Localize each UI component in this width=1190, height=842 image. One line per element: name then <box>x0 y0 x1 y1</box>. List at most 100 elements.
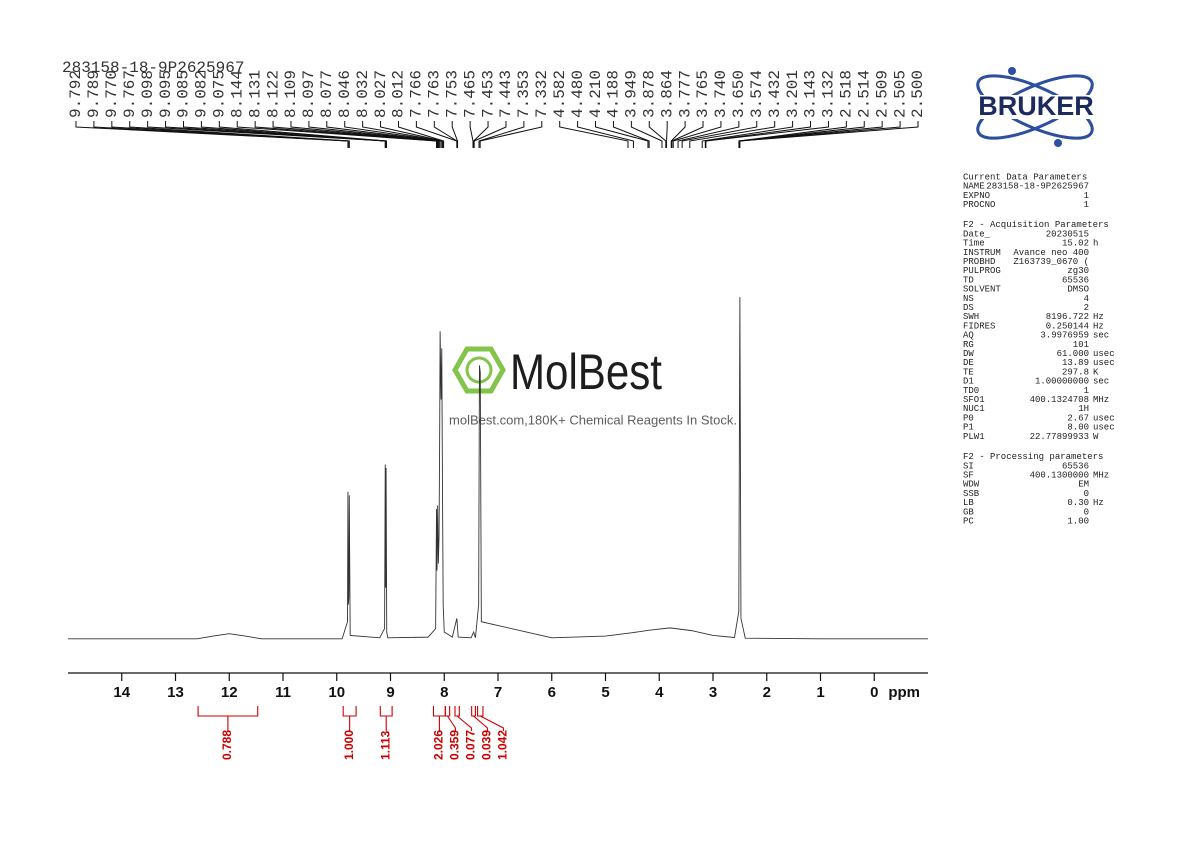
param-key: SF <box>963 470 974 480</box>
integral-bracket <box>444 706 456 731</box>
param-value: 0.250144 <box>1046 321 1089 331</box>
param-key: Date_ <box>963 229 991 239</box>
peak-label: 8.122 <box>264 70 282 118</box>
param-key: SI <box>963 461 974 471</box>
peak-connector <box>612 121 650 148</box>
param-key: GB <box>963 507 974 517</box>
peak-label: 2.505 <box>891 70 909 118</box>
peak-connector <box>677 121 740 148</box>
param-key: NS <box>963 294 974 304</box>
param-key: NUC1 <box>963 404 985 414</box>
peak-label: 8.097 <box>300 70 318 118</box>
param-value: 65536 <box>1062 461 1089 471</box>
x-tick-label: 1 <box>816 684 824 701</box>
peak-label: 8.144 <box>228 70 246 118</box>
peak-connector <box>701 121 794 148</box>
peak-connector <box>479 121 543 148</box>
peak-connector <box>704 121 812 148</box>
param-value: 101 <box>1073 340 1089 350</box>
param-key: NAME <box>963 182 985 192</box>
param-key: DS <box>963 303 974 313</box>
peak-label: 9.082 <box>193 70 211 118</box>
peak-connector <box>671 121 704 148</box>
peak-connector <box>577 121 634 148</box>
peak-connector <box>705 121 829 148</box>
peak-label: 7.763 <box>426 70 444 118</box>
param-section-title: Current Data Parameters <box>963 172 1087 182</box>
param-key: PULPROG <box>963 266 1001 276</box>
peak-label: 3.650 <box>730 70 748 118</box>
param-key: TE <box>963 367 974 377</box>
peak-connector <box>433 121 458 148</box>
peak-label: 3.777 <box>676 70 694 118</box>
x-axis-label: ppm <box>888 684 920 701</box>
param-value: Z163739_0670 ( <box>1013 257 1089 267</box>
param-value: 2.67 <box>1067 413 1089 423</box>
param-unit: sec <box>1093 377 1109 387</box>
watermark: MolBest molBest.com,180K+ Chemical Reage… <box>449 344 737 427</box>
watermark-tagline: molBest.com,180K+ Chemical Reagents In S… <box>449 412 737 427</box>
integral-bracket <box>432 706 446 731</box>
watermark-hexagon <box>452 346 506 394</box>
peak-label: 2.518 <box>838 70 856 118</box>
param-unit: Hz <box>1093 312 1104 322</box>
peak-connector <box>559 121 629 148</box>
bruker-logo: BRUKER <box>958 67 1114 147</box>
integral-bracket <box>197 706 259 731</box>
peak-connector <box>473 121 489 148</box>
peak-label: 8.109 <box>282 70 300 118</box>
peak-label: 7.443 <box>497 70 515 118</box>
peak-connector <box>648 121 667 148</box>
logo-dot <box>1054 139 1062 147</box>
integral-bracket <box>471 706 488 731</box>
param-value: 0 <box>1084 489 1089 499</box>
peak-connector <box>666 121 668 148</box>
param-value: 65536 <box>1062 275 1089 285</box>
param-value: 15.02 <box>1062 239 1089 249</box>
peak-label: 3.765 <box>694 70 712 118</box>
peak-label: 9.098 <box>139 70 157 118</box>
integral-bracket <box>454 706 472 731</box>
peak-label: 8.077 <box>318 70 336 118</box>
param-unit: Hz <box>1093 321 1104 331</box>
param-unit: h <box>1093 239 1098 249</box>
peak-connector <box>670 121 686 148</box>
peak-label: 2.500 <box>909 70 927 118</box>
param-key: WDW <box>963 480 980 490</box>
peak-label: 3.432 <box>766 70 784 118</box>
peak-label: 2.509 <box>873 70 891 118</box>
watermark-brand: MolBest <box>510 344 662 400</box>
param-value: 2 <box>1084 303 1089 313</box>
param-unit: sec <box>1093 331 1109 341</box>
param-unit: MHz <box>1093 395 1109 405</box>
peak-label: 7.753 <box>443 70 461 118</box>
param-key: LB <box>963 498 974 508</box>
logo-orbit <box>976 74 1094 140</box>
param-value: 1.00 <box>1067 516 1089 526</box>
param-key: PC <box>963 516 974 526</box>
param-key: SSB <box>963 489 980 499</box>
integral-label: 0.077 <box>464 730 478 760</box>
integral-label: 0.359 <box>448 730 462 760</box>
peak-label: 4.188 <box>605 70 623 118</box>
param-value: 1.00000000 <box>1035 377 1089 387</box>
param-unit: MHz <box>1093 470 1109 480</box>
param-value: 20230515 <box>1046 229 1089 239</box>
peak-connector <box>473 121 507 148</box>
param-value: 0.30 <box>1067 498 1089 508</box>
peak-label: 3.574 <box>748 70 766 118</box>
param-key: INSTRUM <box>963 248 1001 258</box>
param-value: 283158-18-9P2625967 <box>986 182 1089 192</box>
peak-connector <box>451 121 459 148</box>
x-tick-label: 9 <box>386 684 394 701</box>
peak-connector <box>469 121 474 148</box>
sample-id: 283158-18-9P2625967 <box>62 59 244 77</box>
param-value: 400.1324708 <box>1030 395 1089 405</box>
peak-connector <box>129 121 350 148</box>
peak-label: 3.878 <box>640 70 658 118</box>
x-tick-label: 12 <box>221 684 238 701</box>
param-value: 61.000 <box>1057 349 1089 359</box>
param-key: RG <box>963 340 974 350</box>
peak-label: 9.075 <box>211 70 229 118</box>
